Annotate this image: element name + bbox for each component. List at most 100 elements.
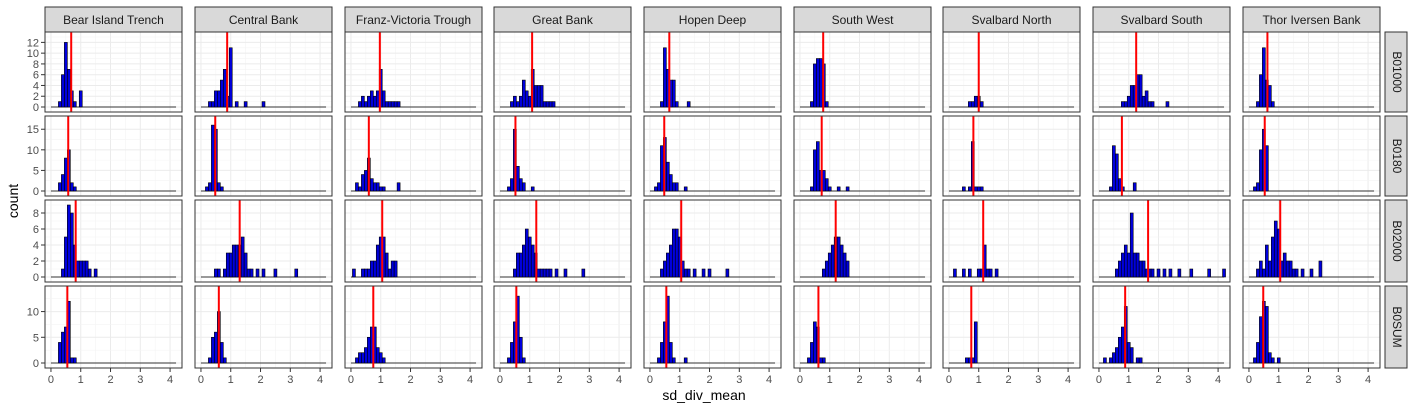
- facet-panel: [194, 31, 333, 113]
- x-tick-label: 2: [706, 374, 712, 386]
- histogram-bar: [1112, 145, 1116, 192]
- histogram-bar: [375, 244, 380, 278]
- panel-background: [494, 32, 631, 112]
- histogram-bar: [1141, 260, 1146, 278]
- histogram-bar: [1259, 316, 1263, 364]
- histogram-bar: [819, 357, 823, 364]
- histogram-bar: [1109, 357, 1113, 364]
- histogram-bar: [358, 352, 362, 364]
- panel-border: [1242, 31, 1381, 113]
- histogram-bar: [214, 90, 218, 108]
- histogram-bar: [510, 342, 514, 364]
- x-tick-label: 3: [1335, 374, 1341, 386]
- histogram-bar: [654, 186, 658, 192]
- histogram-bar: [217, 268, 221, 278]
- histogram-bar: [660, 101, 664, 108]
- histogram-bar: [516, 252, 520, 278]
- facet-panel: [194, 199, 333, 283]
- histogram-bar: [58, 342, 62, 364]
- x-tick-label: 1: [827, 374, 833, 386]
- x-tick-label: 3: [736, 374, 742, 386]
- panel-grid: Bear Island Trench Central Bank Franz-Vict…: [27, 6, 1408, 386]
- panel-border: [194, 31, 333, 113]
- histogram-bar: [545, 268, 550, 278]
- histogram-bar: [539, 85, 544, 108]
- histogram-bar: [64, 42, 68, 108]
- histogram-bar: [657, 182, 661, 192]
- x-tick-label: 0: [797, 374, 803, 386]
- histogram-bar: [1156, 268, 1161, 278]
- facet-strip: [194, 6, 333, 33]
- panel-border: [44, 285, 183, 369]
- histogram-bar: [81, 260, 86, 278]
- histogram-bar: [205, 186, 209, 192]
- histogram-bar: [519, 336, 523, 364]
- histogram-bar: [973, 321, 978, 364]
- x-tick-label: 3: [1035, 374, 1041, 386]
- histogram-bar: [1189, 268, 1194, 278]
- histogram-bar: [1123, 244, 1128, 278]
- histogram-bar: [521, 182, 526, 192]
- histogram-bar: [222, 357, 227, 364]
- x-tick-label: 0: [48, 374, 54, 386]
- facet-panel: [1092, 115, 1231, 197]
- histogram-bar: [816, 141, 820, 192]
- histogram-bar: [663, 47, 667, 108]
- histogram-bar: [1265, 244, 1269, 278]
- histogram-bar: [243, 252, 248, 278]
- histogram-bar: [355, 182, 359, 192]
- facet-panel: [493, 31, 632, 113]
- facet-panel: [793, 115, 932, 197]
- histogram-bar: [1268, 85, 1272, 108]
- histogram-bar: [1259, 260, 1263, 278]
- facet-panel: [493, 199, 632, 283]
- histogram-bar: [1256, 342, 1260, 364]
- histogram-bar: [1118, 178, 1122, 192]
- histogram-bar: [1262, 47, 1266, 108]
- histogram-bar: [827, 186, 832, 192]
- histogram-bar: [1123, 101, 1128, 108]
- histogram-bar: [294, 268, 299, 278]
- histogram-bar: [683, 186, 688, 192]
- histogram-bar: [364, 170, 368, 192]
- histogram-bar: [1150, 101, 1155, 108]
- row-strip-label: B02000: [1390, 220, 1404, 262]
- histogram-bar: [358, 186, 362, 192]
- histogram-bar: [985, 268, 990, 278]
- histogram-bar: [225, 252, 230, 278]
- histogram-bar: [375, 182, 380, 192]
- histogram-bar: [70, 182, 74, 192]
- histogram-bar: [1150, 268, 1155, 278]
- histogram-bar: [824, 178, 829, 192]
- histogram-bar: [370, 260, 374, 278]
- histogram-bar: [1115, 347, 1119, 364]
- histogram-bar: [683, 357, 688, 364]
- panel-background: [943, 200, 1080, 282]
- panel-border: [1242, 285, 1381, 369]
- histogram-bar: [378, 352, 383, 364]
- panel-border: [942, 285, 1081, 369]
- histogram-bar: [255, 268, 260, 278]
- histogram-bar: [393, 101, 398, 108]
- x-tick-label: 2: [257, 374, 263, 386]
- y-tick-label: 6: [33, 70, 39, 82]
- facet-strip: [493, 6, 632, 33]
- histogram-bar: [361, 95, 365, 108]
- histogram-bar: [61, 331, 65, 364]
- histogram-bar: [246, 268, 251, 278]
- x-tick-label: 2: [107, 374, 113, 386]
- panel-border: [1242, 199, 1381, 283]
- histogram-bar: [228, 252, 233, 278]
- histogram-bar: [548, 268, 553, 278]
- x-tick-label: 3: [886, 374, 892, 386]
- histogram-bar: [372, 95, 377, 108]
- facet-panel: [44, 285, 183, 369]
- facet-panel: [344, 31, 483, 113]
- panel-border: [194, 199, 333, 283]
- histogram-bar: [962, 268, 966, 278]
- facet-panel: [1092, 199, 1231, 283]
- histogram-bar: [228, 47, 233, 108]
- x-tick-label: 1: [78, 374, 84, 386]
- histogram-bar: [666, 252, 670, 278]
- histogram-bar: [1120, 101, 1125, 108]
